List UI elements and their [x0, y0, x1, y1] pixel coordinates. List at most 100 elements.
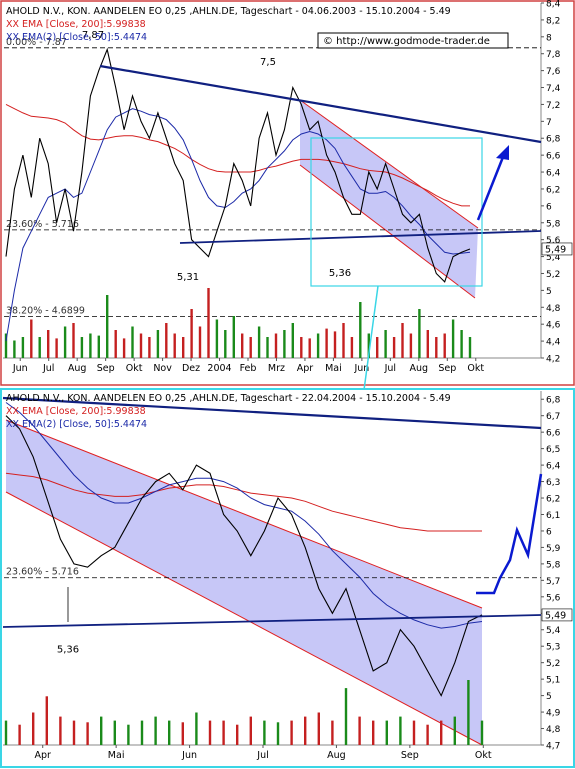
last-value-box — [541, 242, 573, 256]
top-y-axis-bg — [541, 3, 573, 358]
y-tick-label: 6,1 — [546, 511, 560, 521]
channel-fill — [300, 100, 478, 298]
x-tick-label: Mrz — [268, 363, 285, 374]
x-tick-label: Nov — [153, 363, 172, 374]
volume-bar — [350, 337, 354, 358]
last-value-label: 5,49 — [545, 610, 566, 621]
volume-bar — [440, 720, 443, 745]
y-tick-label: 6,7 — [546, 412, 560, 422]
bottom-annotations: 5,36 — [57, 644, 79, 655]
x-tick-label: Jun — [181, 750, 197, 761]
y-tick-label: 6,8 — [546, 135, 561, 145]
volume-bar — [358, 716, 361, 745]
volume-bar — [385, 720, 388, 745]
volume-bar — [4, 333, 8, 358]
volume-bar — [207, 288, 210, 358]
volume-bar — [418, 309, 421, 358]
channel-lower-line — [299, 164, 476, 299]
volume-bar — [291, 323, 294, 358]
y-tick-label: 6,3 — [546, 478, 560, 488]
volume-bar — [181, 722, 184, 746]
volume-bar — [86, 722, 89, 746]
channel-lower-line — [5, 491, 483, 746]
volume-bar — [399, 716, 402, 745]
volume-bar — [409, 333, 413, 358]
volume-bar — [367, 333, 370, 358]
volume-bar — [451, 319, 455, 358]
y-tick-label: 5,2 — [546, 659, 560, 669]
volume-bar — [401, 323, 404, 358]
volume-bar — [195, 712, 198, 745]
volume-bar — [249, 716, 252, 745]
volume-bar — [257, 326, 261, 358]
y-tick-label: 8 — [546, 33, 552, 43]
top-plot-area — [3, 3, 541, 358]
volume-bar — [263, 720, 266, 745]
volume-bar — [426, 724, 429, 745]
ema200-line — [5, 472, 482, 532]
volume-bar — [72, 720, 76, 745]
volume-bar — [208, 720, 212, 745]
volume-bar — [283, 330, 286, 358]
volume-bar — [32, 712, 35, 745]
volume-bar — [165, 323, 168, 358]
x-tick-label: Apr — [297, 363, 314, 374]
volume-bar — [38, 337, 41, 358]
x-tick-label: Mai — [108, 750, 125, 761]
volume-bar — [45, 696, 48, 745]
volume-bar — [468, 337, 472, 358]
bottom-trendlines — [2, 396, 543, 628]
x-tick-label: Aug — [68, 363, 87, 374]
x-tick-label: Sep — [401, 750, 419, 761]
watermark-text: © http://www.godmode-trader.de — [323, 36, 490, 47]
y-tick-label: 5,6 — [546, 593, 561, 603]
volume-bar — [241, 333, 244, 358]
y-tick-label: 5 — [546, 692, 552, 702]
volume-bar — [290, 720, 293, 745]
bottom-legend-ema200: XX EMA [Close, 200]:5.99838 — [6, 406, 146, 417]
volume-bar — [372, 720, 375, 745]
top-chart-panel: 0.00% - 7.87 23.60% - 5.716 38.20% - 4.689… — [0, 0, 575, 386]
volume-bar — [168, 720, 171, 745]
volume-bar — [236, 724, 239, 745]
volume-bar — [148, 337, 151, 358]
y-tick-label: 6,2 — [546, 185, 560, 195]
volume-bar — [304, 716, 307, 745]
bottom-chart-title: AHOLD N.V., KON. AANDELEN EO 0,25 ,AHLN.… — [6, 393, 451, 404]
fib-level-label: 0.00% - 7.87 — [6, 37, 67, 48]
price-line — [5, 415, 483, 697]
volume-bar — [224, 330, 227, 358]
x-tick-label: Apr — [34, 750, 51, 761]
x-tick-label: Sep — [438, 363, 456, 374]
fib-level-label: 23.60% - 5.716 — [6, 567, 79, 578]
ema50-line — [5, 402, 483, 629]
x-tick-label: Jun — [12, 363, 28, 374]
volume-bar — [274, 333, 278, 358]
bottom-series-lines — [5, 402, 483, 697]
zoom-connector-line — [363, 285, 379, 391]
top-volume-bars — [4, 288, 472, 358]
long-term-downtrend-line — [2, 396, 542, 430]
volume-bar — [435, 337, 438, 358]
price-line — [5, 47, 471, 283]
volume-bar — [139, 333, 143, 358]
volume-bar — [453, 716, 456, 745]
volume-bar — [426, 330, 429, 358]
y-tick-label: 6,8 — [546, 396, 561, 406]
volume-bar — [333, 331, 337, 358]
y-tick-label: 5,3 — [546, 643, 560, 653]
forecast-arrow-line — [476, 151, 507, 221]
volume-bar — [30, 319, 33, 358]
y-tick-label: 5,6 — [546, 236, 561, 246]
price-annotation: 7,5 — [260, 57, 276, 68]
bottom-chart-panel: 23.60% - 5.716 6,8 6,7 6,6 6,5 6,4 6,3 6,2 6,1 6… — [0, 388, 575, 768]
volume-bar — [4, 720, 8, 745]
volume-bar — [97, 335, 100, 358]
y-tick-label: 4,2 — [546, 355, 560, 365]
volume-bar — [89, 333, 92, 358]
volume-bar — [173, 333, 176, 358]
price-annotation: 7,87 — [82, 30, 104, 41]
volume-bar — [122, 338, 126, 358]
volume-bar — [317, 712, 320, 745]
